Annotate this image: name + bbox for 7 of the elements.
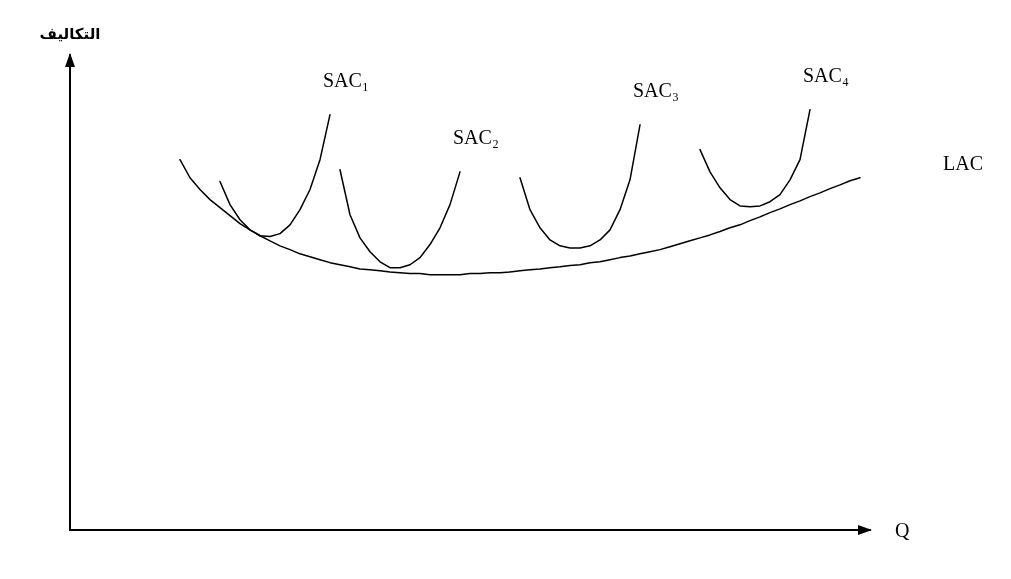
text: LAC	[943, 151, 983, 174]
series-label: SAC₄	[803, 63, 849, 86]
y-axis-title: التكاليف	[39, 24, 101, 43]
series-label: SAC₁	[323, 68, 369, 91]
series-label: SAC₃	[633, 78, 679, 101]
x-axis-title: Q	[895, 519, 910, 541]
series-label: SAC₂	[453, 125, 499, 148]
